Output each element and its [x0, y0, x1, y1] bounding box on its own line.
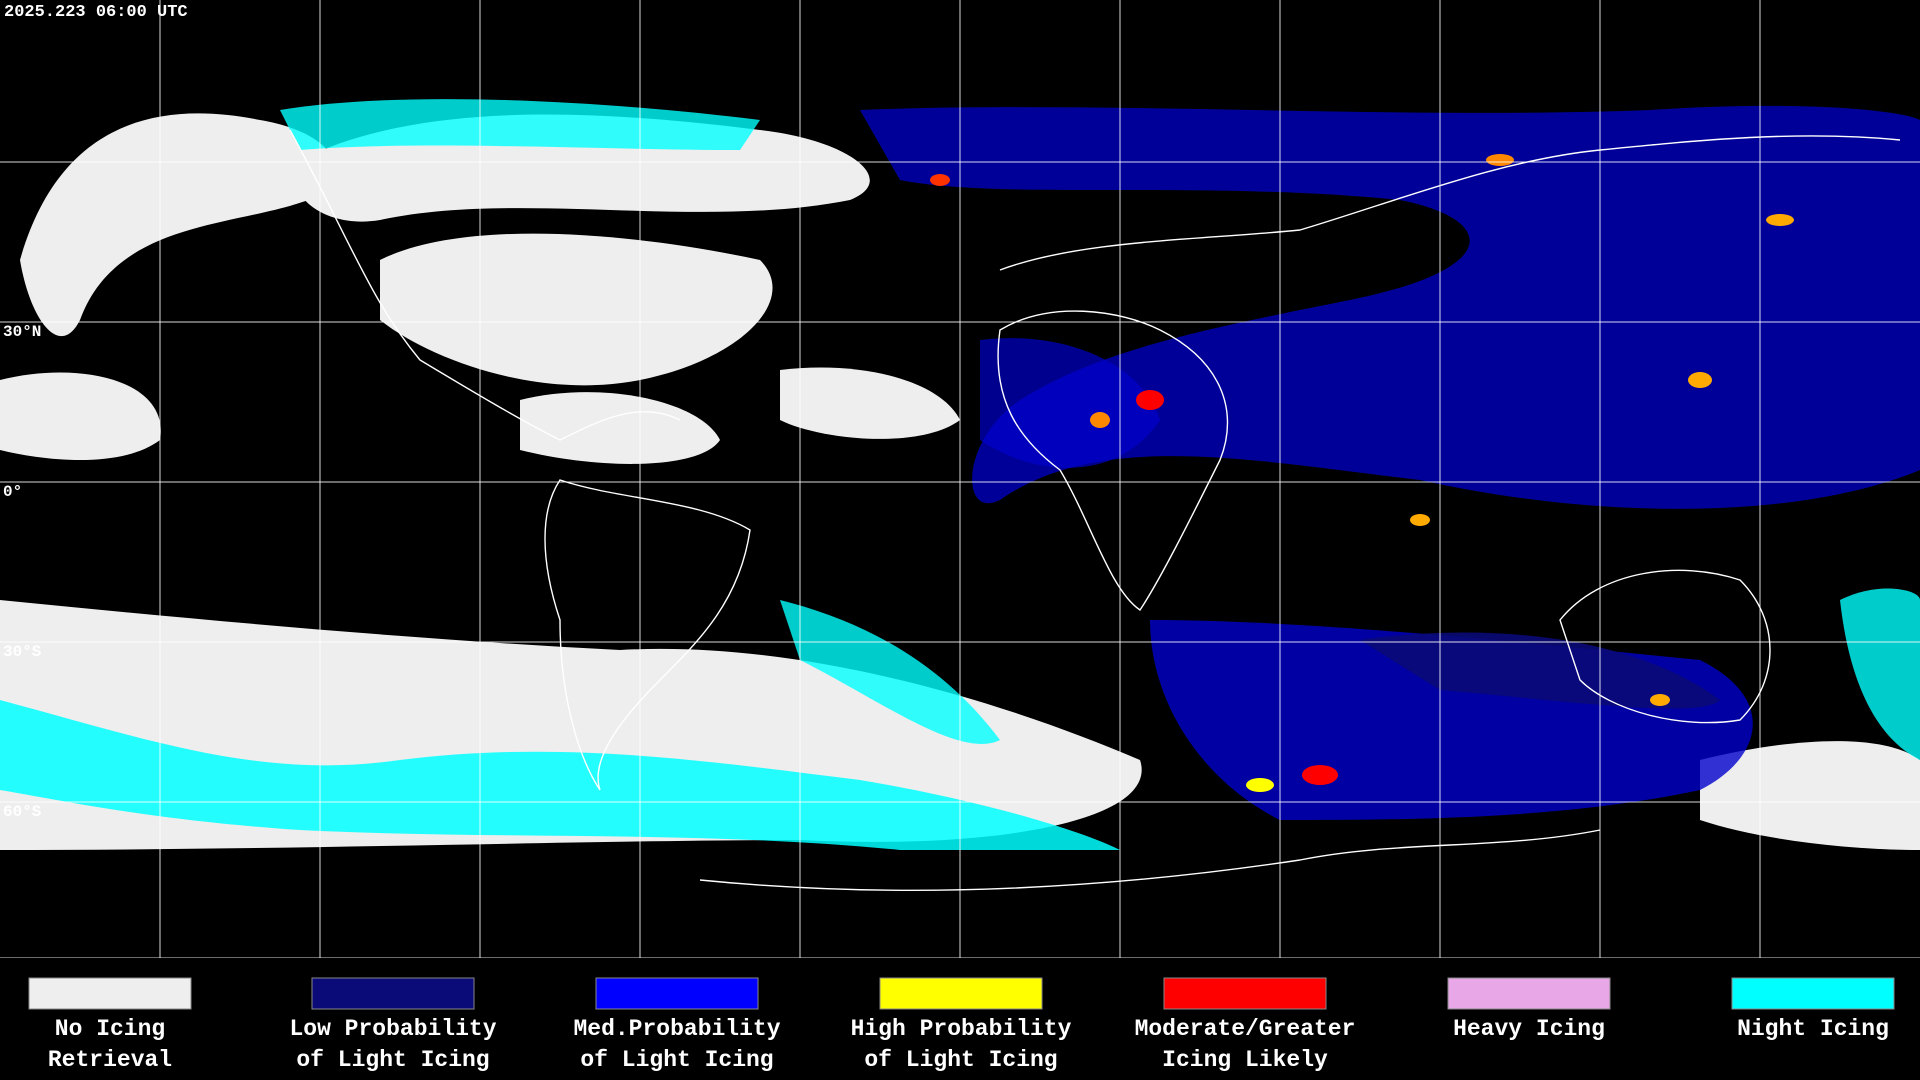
legend-swatch	[1447, 977, 1611, 1010]
latitude-label: 0°	[3, 483, 22, 501]
legend-label: of Light Icing	[296, 1047, 489, 1073]
timestamp: 2025.223 06:00 UTC	[4, 3, 188, 22]
legend-item: High Probability of Light Icing	[851, 977, 1072, 1073]
latitude-labels: 30°N 0° 30°S 60°S	[3, 323, 42, 821]
legend-label: Retrieval	[48, 1047, 172, 1073]
graticule	[0, 0, 1920, 959]
legend-item: Moderate/Greater Icing Likely	[1135, 977, 1356, 1073]
latitude-label: 60°S	[3, 803, 42, 821]
legend-swatch	[311, 977, 475, 1010]
legend-label: of Light Icing	[580, 1047, 773, 1073]
latitude-label: 30°N	[3, 323, 41, 341]
legend-label: of Light Icing	[864, 1047, 1057, 1073]
legend-label: Heavy Icing	[1453, 1016, 1605, 1042]
legend-item: No Icing Retrieval	[28, 977, 192, 1073]
legend-item: Low Probability of Light Icing	[289, 977, 497, 1073]
legend-label: Icing Likely	[1162, 1047, 1328, 1073]
legend-label: Moderate/Greater	[1135, 1016, 1356, 1042]
legend-swatch	[1731, 977, 1895, 1010]
legend-swatch	[879, 977, 1043, 1010]
legend-item: Night Icing	[1731, 977, 1895, 1042]
legend: No Icing Retrieval Low Probability of Light…	[28, 977, 1895, 1073]
legend-item: Heavy Icing	[1447, 977, 1611, 1042]
legend-swatch	[28, 977, 192, 1010]
legend-item: Med.Probability of Light Icing	[573, 977, 781, 1073]
legend-swatch	[1163, 977, 1327, 1010]
latitude-label: 30°S	[3, 643, 42, 661]
legend-label: Low Probability	[289, 1016, 496, 1042]
legend-label: No Icing	[55, 1016, 165, 1042]
coastlines	[289, 129, 1901, 892]
legend-swatch	[595, 977, 759, 1010]
legend-label: High Probability	[851, 1016, 1072, 1042]
legend-label: Night Icing	[1737, 1016, 1889, 1042]
cloud-field	[0, 99, 1920, 850]
legend-label: Med.Probability	[573, 1016, 780, 1042]
